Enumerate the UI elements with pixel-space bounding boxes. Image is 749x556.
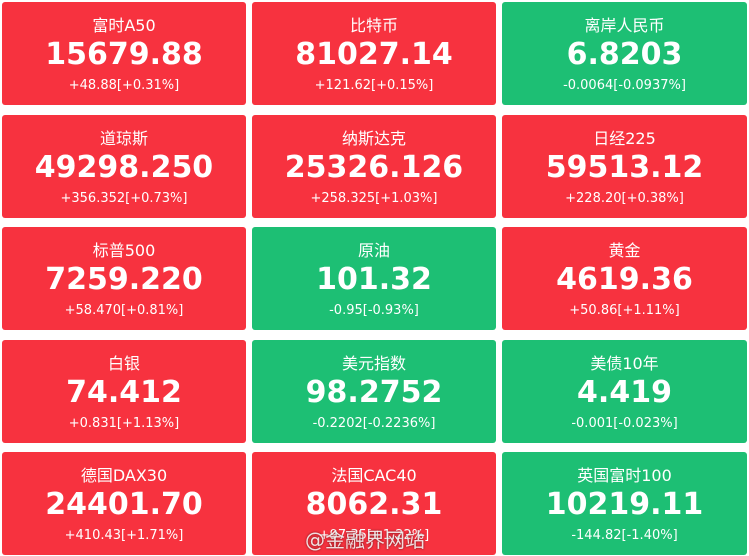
quote-tile[interactable]: 美债10年 4.419 -0.001[-0.023%]	[502, 339, 747, 443]
quote-change: +258.325[+1.03%]	[310, 190, 438, 206]
quote-change: -0.2202[-0.2236%]	[312, 415, 436, 431]
quote-change: +97.35[+1.22%]	[318, 528, 430, 543]
quote-change: +58.470[+0.81%]	[64, 303, 184, 318]
quote-name: 黄金	[608, 241, 641, 260]
quote-price: 81027.14	[295, 37, 453, 72]
quote-tile[interactable]: 比特币 81027.14 +121.62[+0.15%]	[252, 2, 496, 105]
quote-change: +48.88[+0.31%]	[68, 78, 180, 93]
quote-price: 74.412	[66, 374, 182, 410]
quote-tile[interactable]: 黄金 4619.36 +50.86[+1.11%]	[502, 227, 747, 330]
quote-price: 7259.220	[45, 262, 203, 297]
quote-change: -0.95[-0.93%]	[329, 303, 419, 318]
quote-change: +356.352[+0.73%]	[60, 190, 188, 206]
quote-tile[interactable]: 法国CAC40 8062.31 +97.35[+1.22%]	[252, 452, 496, 555]
quote-price: 4619.36	[556, 262, 693, 297]
quote-tile[interactable]: 英国富时100 10219.11 -144.82[-1.40%]	[502, 452, 747, 555]
quote-name: 富时A50	[92, 16, 156, 35]
quote-name: 美债10年	[590, 353, 659, 373]
quote-change: -0.001[-0.023%]	[571, 415, 678, 431]
quote-price: 4.419	[577, 374, 672, 410]
quote-tile[interactable]: 白银 74.412 +0.831[+1.13%]	[2, 339, 246, 443]
quote-change: -144.82[-1.40%]	[571, 528, 678, 543]
quote-price: 101.32	[316, 262, 432, 297]
quote-price: 8062.31	[305, 487, 443, 522]
quote-name: 法国CAC40	[331, 466, 417, 485]
watermark: @金融界网站	[305, 528, 425, 552]
quote-name: 美元指数	[341, 353, 406, 373]
quote-name: 原油	[357, 241, 390, 260]
quote-name: 标普500	[92, 241, 156, 260]
quote-name: 离岸人民币	[584, 16, 665, 35]
quote-change: -0.0064[-0.0937%]	[563, 78, 686, 93]
quote-name: 日经225	[593, 128, 656, 148]
quote-name: 道琼斯	[99, 128, 148, 148]
quote-tile[interactable]: 美元指数 98.2752 -0.2202[-0.2236%]	[252, 339, 496, 443]
quote-change: +410.43[+1.71%]	[64, 528, 184, 543]
quote-price: 15679.88	[45, 37, 203, 72]
quote-tile[interactable]: 富时A50 15679.88 +48.88[+0.31%]	[2, 2, 246, 105]
quote-change: +50.86[+1.11%]	[569, 303, 680, 318]
quote-price: 25326.126	[284, 149, 464, 185]
quote-name: 英国富时100	[577, 466, 672, 485]
quote-tile[interactable]: 道琼斯 49298.250 +356.352[+0.73%]	[2, 114, 246, 218]
quote-price: 49298.250	[34, 149, 214, 185]
quote-tile[interactable]: 原油 101.32 -0.95[-0.93%]	[252, 227, 496, 330]
quote-price: 98.2752	[305, 374, 443, 410]
quote-price: 59513.12	[545, 149, 704, 185]
quote-price: 24401.70	[45, 487, 203, 522]
quote-name: 白银	[107, 353, 140, 373]
quote-change: +228.20[+0.38%]	[565, 190, 684, 206]
quote-tile[interactable]: 纳斯达克 25326.126 +258.325[+1.03%]	[252, 114, 496, 218]
quote-name: 比特币	[349, 16, 398, 35]
quote-price: 10219.11	[545, 487, 704, 522]
quote-tile[interactable]: 德国DAX30 24401.70 +410.43[+1.71%]	[2, 452, 246, 555]
quote-change: +0.831[+1.13%]	[68, 415, 180, 431]
quote-price: 6.8203	[566, 37, 683, 72]
quote-name: 德国DAX30	[80, 466, 168, 485]
quote-tile[interactable]: 日经225 59513.12 +228.20[+0.38%]	[502, 114, 747, 218]
quote-name: 纳斯达克	[341, 128, 406, 148]
quote-tile[interactable]: 标普500 7259.220 +58.470[+0.81%]	[2, 227, 246, 330]
quote-change: +121.62[+0.15%]	[314, 78, 434, 93]
quote-tile[interactable]: 离岸人民币 6.8203 -0.0064[-0.0937%]	[502, 2, 747, 105]
